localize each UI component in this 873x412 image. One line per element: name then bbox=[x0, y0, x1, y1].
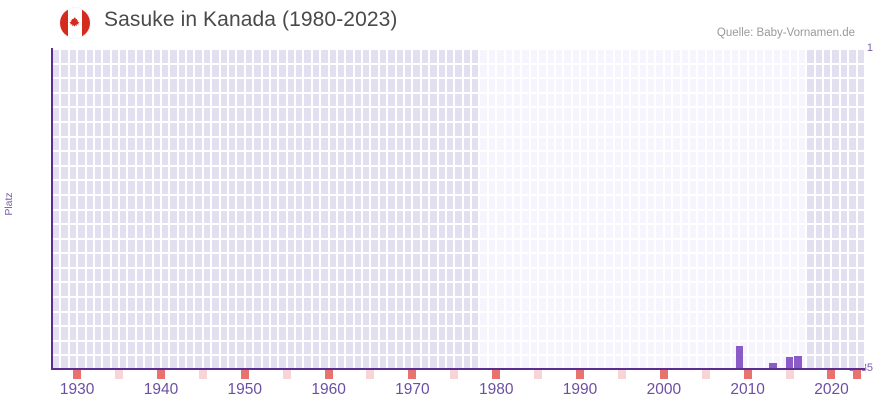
bar-2015[interactable] bbox=[785, 357, 794, 369]
flag-right-band bbox=[82, 8, 90, 38]
gridline-horizontal bbox=[52, 354, 865, 357]
x-axis-tick-major bbox=[324, 370, 333, 379]
x-axis-tick-minor bbox=[450, 370, 459, 379]
bar-2016[interactable] bbox=[794, 356, 802, 369]
gridline-horizontal bbox=[52, 48, 865, 50]
canada-flag-icon bbox=[60, 8, 90, 38]
x-axis-tick-major bbox=[73, 370, 82, 379]
x-axis-tick-minor bbox=[115, 370, 124, 379]
gridline-horizontal bbox=[52, 252, 865, 255]
y-axis-title: Platz bbox=[3, 192, 15, 216]
x-axis-label-1940: 1940 bbox=[143, 381, 179, 398]
x-axis-label-1970: 1970 bbox=[395, 381, 430, 398]
bar-2013[interactable] bbox=[769, 363, 777, 369]
x-axis-label-2010: 2010 bbox=[730, 381, 765, 398]
y-axis-line bbox=[51, 48, 53, 370]
x-axis-tick-minor bbox=[198, 370, 207, 379]
gridline-horizontal bbox=[52, 179, 865, 182]
x-axis-tick-minor bbox=[785, 370, 794, 379]
gridline-horizontal bbox=[52, 266, 865, 269]
gridline-horizontal bbox=[52, 120, 865, 123]
bar-2009[interactable] bbox=[735, 345, 744, 369]
x-axis-label-1960: 1960 bbox=[311, 381, 346, 398]
x-axis-tick-major bbox=[576, 370, 585, 379]
x-axis-tick-major bbox=[743, 370, 752, 379]
x-axis-label-1980: 1980 bbox=[478, 381, 514, 398]
x-axis-tick-major bbox=[852, 370, 861, 379]
x-axis-tick-major bbox=[659, 370, 668, 379]
gridline-horizontal bbox=[52, 325, 865, 328]
gridline-horizontal bbox=[52, 91, 865, 94]
gridline-horizontal bbox=[52, 193, 865, 196]
maple-leaf-icon bbox=[60, 8, 90, 38]
gridline-horizontal bbox=[52, 339, 865, 342]
gridline-horizontal bbox=[52, 135, 865, 138]
x-axis-line bbox=[51, 368, 865, 370]
x-axis-tick-major bbox=[408, 370, 417, 379]
x-axis-label-1930: 1930 bbox=[59, 381, 95, 398]
x-axis-label-2020: 2020 bbox=[814, 381, 849, 398]
x-axis-tick-major bbox=[827, 370, 836, 379]
x-axis-tick-minor bbox=[617, 370, 626, 379]
x-axis-label-2000: 2000 bbox=[646, 381, 682, 398]
gridline-horizontal bbox=[52, 237, 865, 240]
chart-title: Sasuke in Kanada (1980-2023) bbox=[104, 8, 398, 31]
x-axis-tick-major bbox=[156, 370, 165, 379]
x-axis-tick-minor bbox=[701, 370, 710, 379]
gridline-horizontal bbox=[52, 310, 865, 313]
gridline-horizontal bbox=[52, 106, 865, 109]
x-axis-label-1990: 1990 bbox=[562, 381, 598, 398]
chart-header: Sasuke in Kanada (1980-2023) Quelle: Bab… bbox=[0, 0, 873, 46]
gridline-horizontal bbox=[52, 77, 865, 80]
gridline-horizontal bbox=[52, 164, 865, 167]
x-axis-tick-major bbox=[492, 370, 501, 379]
x-axis-tick-minor bbox=[534, 370, 543, 379]
y-axis-tick-top: 1 bbox=[866, 42, 873, 54]
gridline-horizontal bbox=[52, 62, 865, 65]
x-axis-label-1950: 1950 bbox=[227, 381, 263, 398]
gridline-horizontal bbox=[52, 150, 865, 153]
source-label: Quelle: Baby-Vornamen.de bbox=[716, 27, 855, 39]
gridline-horizontal bbox=[52, 296, 865, 299]
gridline-horizontal bbox=[52, 281, 865, 284]
gridline-horizontal bbox=[52, 223, 865, 226]
plot-area bbox=[52, 48, 865, 369]
gridline-horizontal bbox=[52, 208, 865, 211]
x-axis-tick-major bbox=[240, 370, 249, 379]
x-axis-tick-minor bbox=[366, 370, 375, 379]
x-axis-tick-minor bbox=[282, 370, 291, 379]
flag-left-band bbox=[60, 8, 68, 38]
